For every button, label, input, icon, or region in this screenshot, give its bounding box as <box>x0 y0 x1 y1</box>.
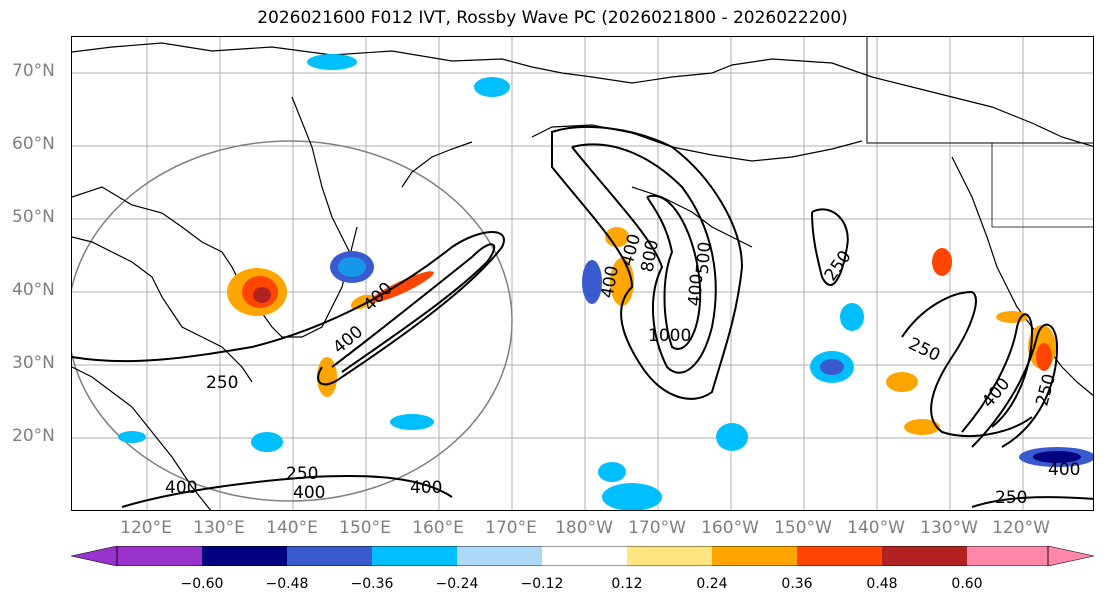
colorbar-extend-high <box>1047 546 1094 566</box>
lon-label-150w: 150°W <box>774 518 832 538</box>
lon-label-170e: 170°E <box>485 518 537 538</box>
colorbar-bin <box>457 546 542 566</box>
contour-label-400-d: 400 <box>410 478 443 498</box>
contour-label-400-g: 400 <box>684 272 708 308</box>
lat-label-60n: 60°N <box>12 134 55 154</box>
lat-label-20n: 20°N <box>12 426 55 446</box>
colorbar-tick: −0.24 <box>435 576 479 592</box>
colorbar-bin <box>797 546 882 566</box>
contour-label-250-f: 250 <box>995 488 1028 508</box>
lon-label-120w: 120°W <box>992 518 1050 538</box>
lon-label-140w: 140°W <box>847 518 905 538</box>
colorbar-tick: 0.60 <box>951 576 983 592</box>
colorbar-bin <box>202 546 287 566</box>
lon-label-140e: 140°E <box>266 518 318 538</box>
colorbar-bin <box>882 546 967 566</box>
lon-label-160e: 160°E <box>412 518 464 538</box>
colorbar-tick: 0.24 <box>696 576 728 592</box>
lon-label-170w: 170°W <box>628 518 686 538</box>
map-title: 2026021600 F012 IVT, Rossby Wave PC (202… <box>257 8 848 28</box>
colorbar-tick: −0.48 <box>265 576 309 592</box>
contour-label-500: 500 <box>692 240 716 276</box>
lat-label-70n: 70°N <box>12 61 55 81</box>
contour-label-400-c: 400 <box>293 483 326 503</box>
colorbar-tick: 0.48 <box>866 576 898 592</box>
colorbar-tick: 0.12 <box>611 576 643 592</box>
colorbar-bin <box>967 546 1048 566</box>
colorbar-bin <box>542 546 627 566</box>
lon-label-130w: 130°W <box>920 518 978 538</box>
colorbar <box>71 546 1094 566</box>
contour-label-1000: 1000 <box>648 326 692 346</box>
lon-label-130e: 130°E <box>193 518 245 538</box>
lon-label-150e: 150°E <box>339 518 391 538</box>
colorbar-bin <box>372 546 457 566</box>
colorbar-bin <box>627 546 712 566</box>
contour-label-400-b: 400 <box>165 478 198 498</box>
contour-label-400-i: 400 <box>1048 460 1081 480</box>
lon-label-180w: 180°W <box>555 518 613 538</box>
ivt-contours <box>72 126 1093 508</box>
colorbar-bin <box>712 546 797 566</box>
lat-label-40n: 40°N <box>12 280 55 300</box>
colorbar-tick: −0.12 <box>520 576 564 592</box>
colorbar-extend-low <box>71 546 118 566</box>
region-circle <box>72 140 513 502</box>
map-canvas <box>72 37 1093 510</box>
contour-label-250-a: 250 <box>206 373 239 393</box>
ivt-shading <box>118 54 1093 510</box>
colorbar-bin <box>287 546 372 566</box>
map-panel <box>71 36 1094 511</box>
lon-label-120e: 120°E <box>120 518 172 538</box>
colorbar-tick: −0.60 <box>180 576 224 592</box>
colorbar-tick: −0.36 <box>350 576 394 592</box>
colorbar-tick: 0.36 <box>781 576 813 592</box>
lon-label-160w: 160°W <box>701 518 759 538</box>
lat-label-30n: 30°N <box>12 353 55 373</box>
contour-label-250-b: 250 <box>286 464 319 484</box>
lat-label-50n: 50°N <box>12 207 55 227</box>
colorbar-bin <box>117 546 202 566</box>
